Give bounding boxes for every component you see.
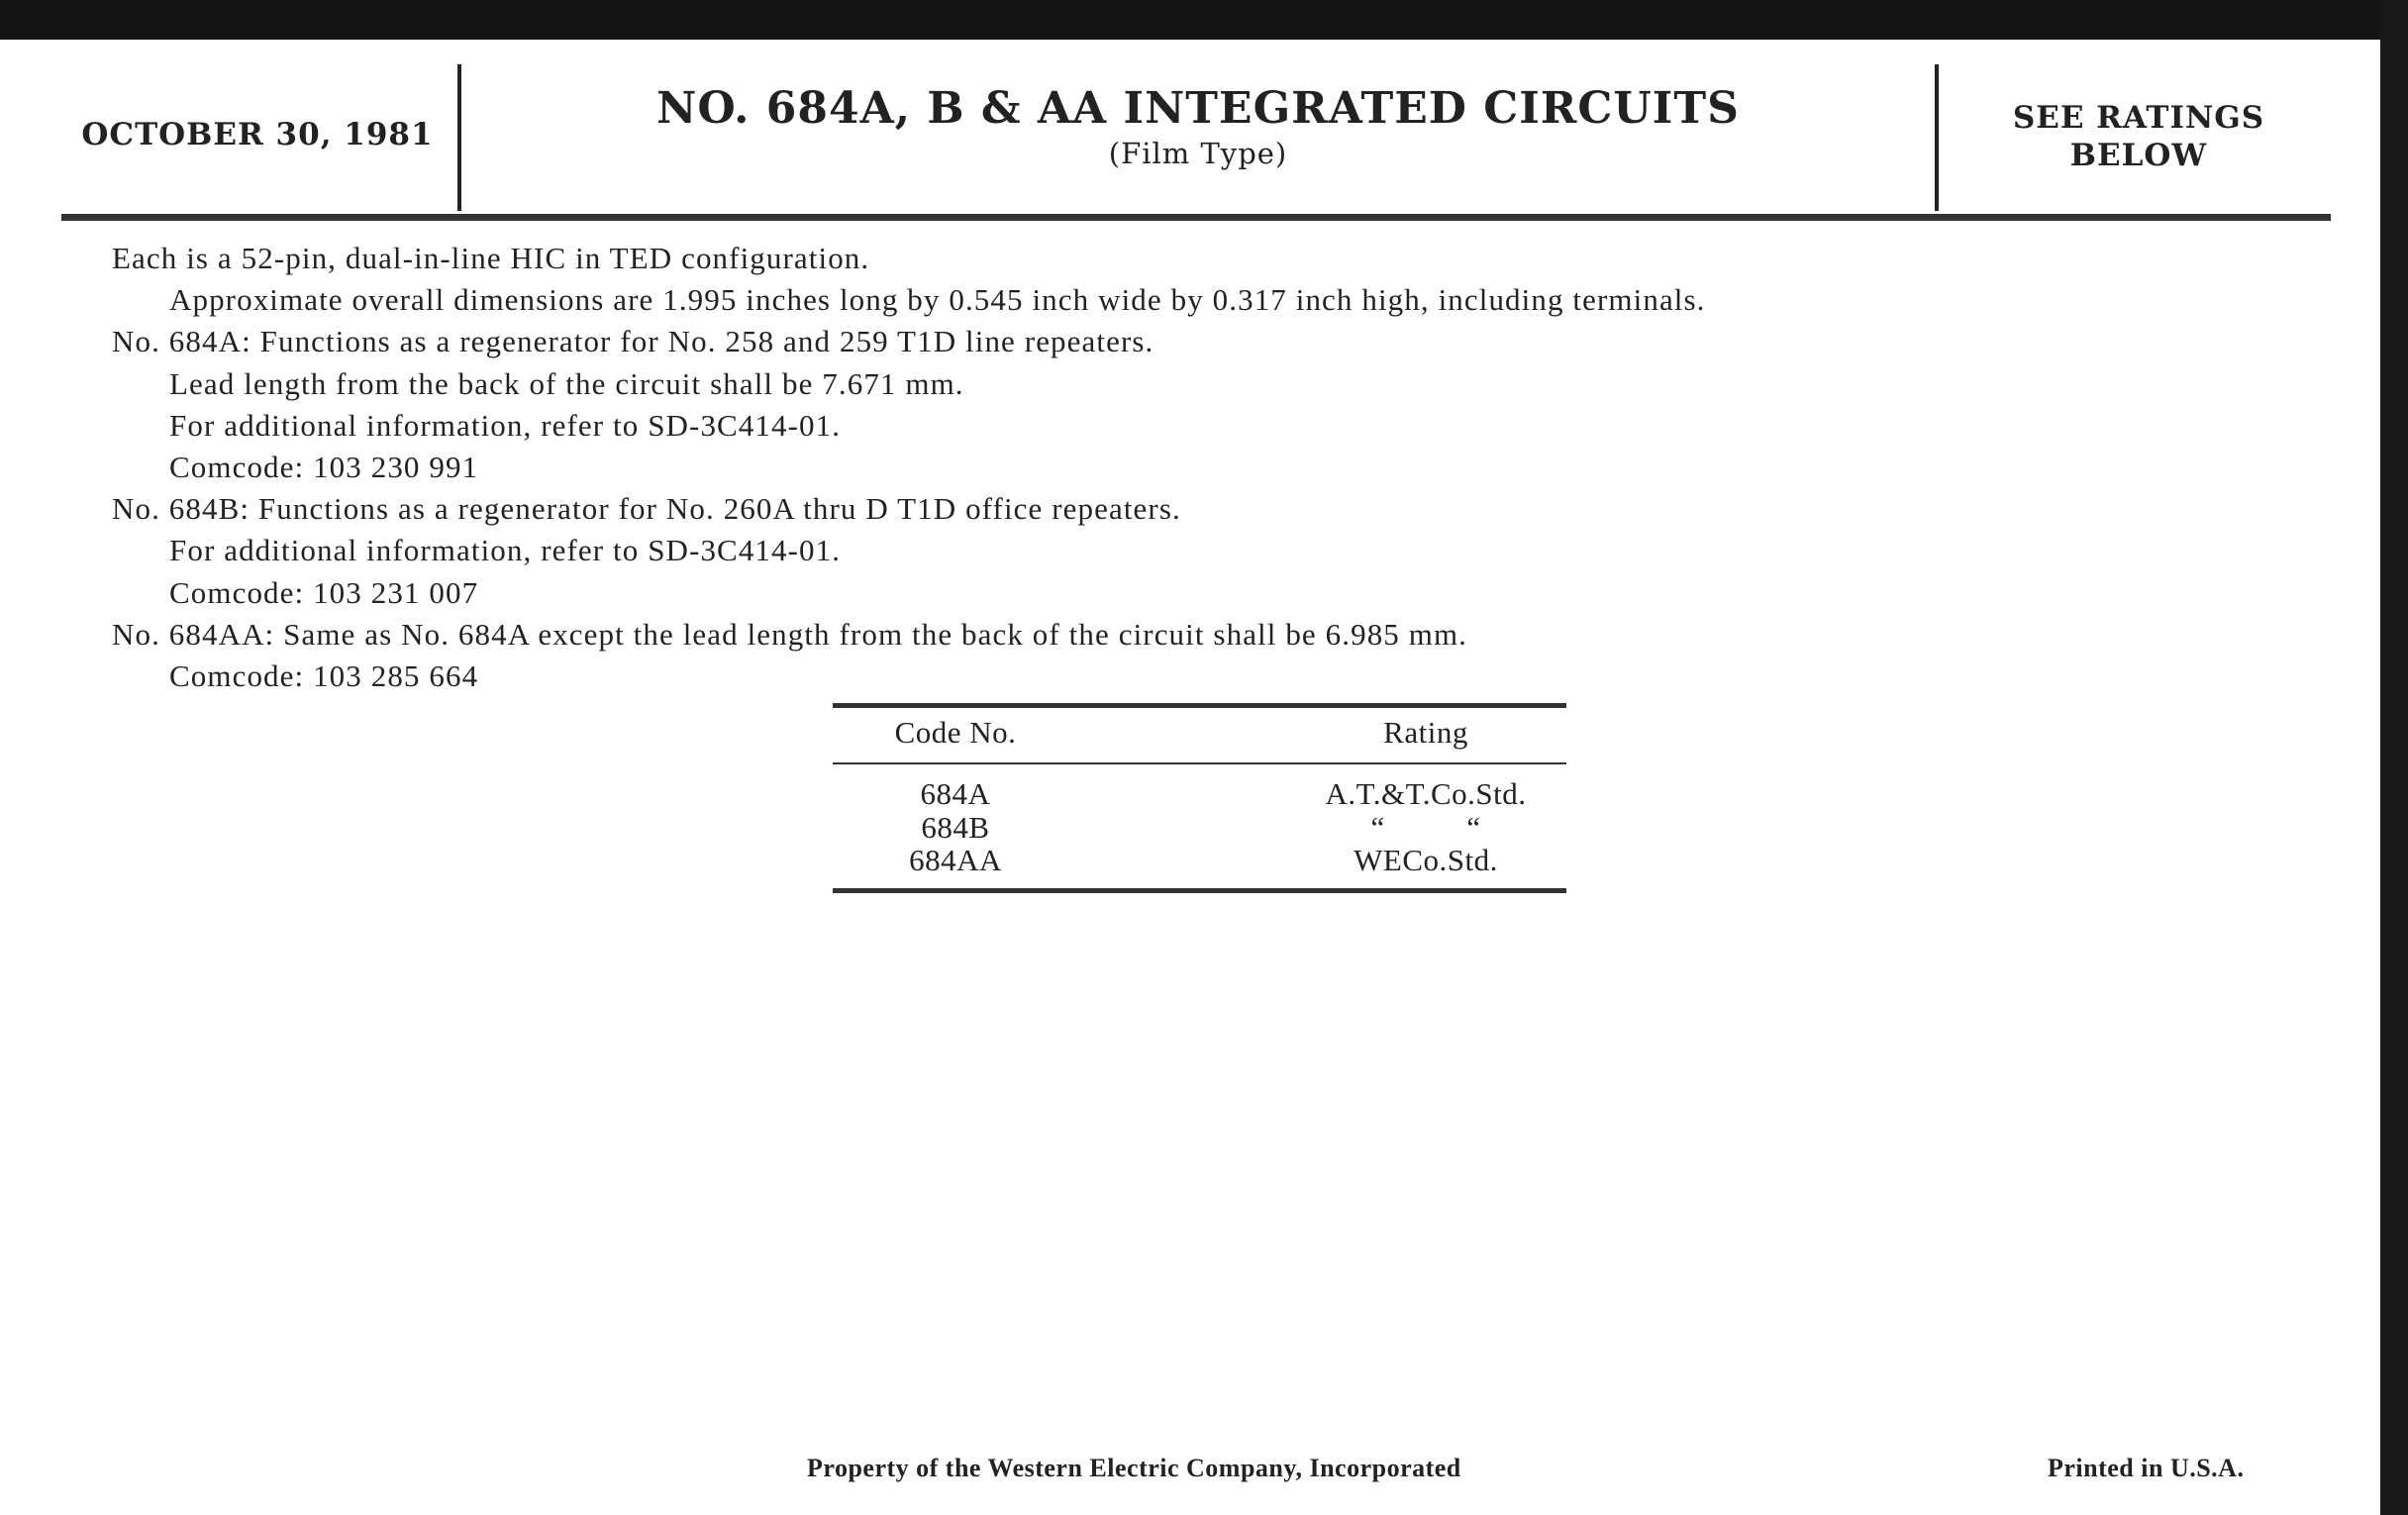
ratings-note: SEE RATINGS BELOW	[1941, 99, 2337, 174]
table-cell-code: 684A	[920, 776, 991, 811]
table-top-rule	[833, 703, 1566, 708]
ratings-note-line1: SEE RATINGS	[2012, 100, 2265, 136]
body-line: No. 684A: Functions as a regenerator for…	[112, 324, 1154, 359]
footer-property: Property of the Western Electric Company…	[807, 1454, 1461, 1482]
body-line: Each is a 52-pin, dual-in-line HIC in TE…	[112, 241, 870, 275]
table-header-rule	[833, 762, 1566, 764]
ratings-note-line2: BELOW	[2069, 138, 2208, 173]
table-cell-code: 684AA	[909, 843, 1002, 877]
body-line: For additional information, refer to SD-…	[169, 533, 842, 568]
header-divider-left	[457, 64, 461, 211]
body-line: Approximate overall dimensions are 1.995…	[169, 282, 1706, 318]
header-divider-right	[1935, 64, 1939, 211]
table-header-rating: Rating	[1383, 715, 1468, 750]
document-date: OCTOBER 30, 1981	[81, 117, 434, 152]
body-line: Comcode: 103 285 664	[169, 658, 479, 694]
description-body: Each is a 52-pin, dual-in-line HIC in TE…	[112, 238, 1706, 697]
document-title: NO. 684A, B & AA INTEGRATED CIRCUITS	[656, 83, 1740, 134]
body-line: No. 684AA: Same as No. 684A except the l…	[112, 616, 1468, 652]
scan-border-top	[0, 0, 2408, 40]
footer-printed: Printed in U.S.A.	[2048, 1454, 2245, 1482]
header-rule	[61, 214, 2331, 221]
table-cell-code: 684B	[921, 810, 990, 845]
table-cell-rating: WECo.Std.	[1354, 843, 1498, 877]
scan-border-right	[2380, 0, 2408, 1515]
body-line: Comcode: 103 230 991	[169, 450, 479, 485]
table-header-code: Code No.	[894, 715, 1017, 750]
body-line: Lead length from the back of the circuit…	[169, 365, 964, 401]
body-line: No. 684B: Functions as a regenerator for…	[112, 491, 1181, 527]
body-line: For additional information, refer to SD-…	[169, 407, 842, 443]
document-subtitle: (Film Type)	[1108, 137, 1288, 170]
table-cell-rating: A.T.&T.Co.Std.	[1325, 776, 1527, 811]
table-bottom-rule	[833, 888, 1566, 893]
body-line: Comcode: 103 231 007	[169, 574, 479, 610]
table-cell-rating: “ “	[1370, 810, 1481, 845]
